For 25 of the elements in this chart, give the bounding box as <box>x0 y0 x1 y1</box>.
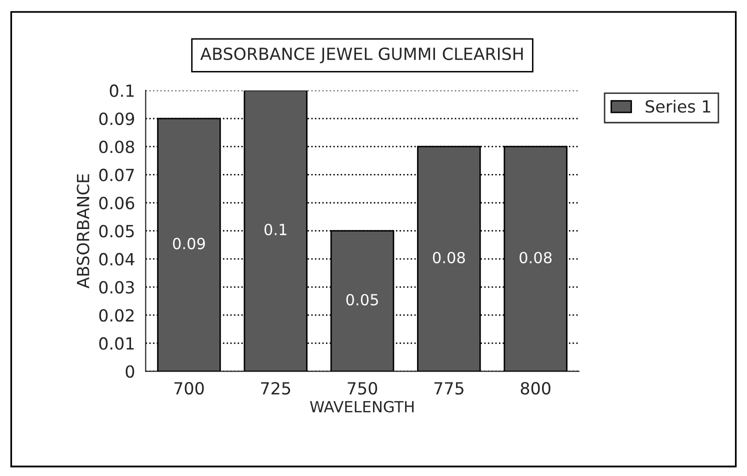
x-tick-label: 750 <box>348 382 378 395</box>
x-tick-label: 725 <box>261 382 290 395</box>
data-label: 0.05 <box>346 294 378 306</box>
y-tick-label: 0.08 <box>99 140 134 154</box>
y-axis-title: ABSORBANCE <box>76 174 90 288</box>
y-tick-label: 0 <box>126 365 134 378</box>
y-tick-label: 0.03 <box>99 280 134 294</box>
y-tick-label: 0.1 <box>110 84 134 98</box>
y-tick-label: 0.07 <box>99 168 134 182</box>
y-tick-label: 0.06 <box>99 196 134 210</box>
y-tick-label: 0.02 <box>99 309 134 322</box>
y-tick-label: 0.01 <box>99 337 134 350</box>
x-tick-label: 700 <box>174 382 204 395</box>
x-tick-label: 800 <box>520 382 550 395</box>
chart-title: ABSORBANCE JEWEL GUMMI CLEARISH <box>200 48 523 64</box>
y-tick-label: 0.05 <box>99 224 134 238</box>
x-axis-title: WAVELENGTH <box>310 400 414 412</box>
data-label: 0.1 <box>264 224 286 236</box>
x-tick-label: 775 <box>434 382 464 395</box>
legend-label: Series 1 <box>646 100 710 113</box>
data-label: 0.08 <box>432 252 465 264</box>
y-tick-label: 0.09 <box>99 112 134 126</box>
data-label: 0.08 <box>520 252 552 264</box>
y-tick-label: 0.04 <box>99 252 134 266</box>
data-label: 0.09 <box>172 238 205 250</box>
